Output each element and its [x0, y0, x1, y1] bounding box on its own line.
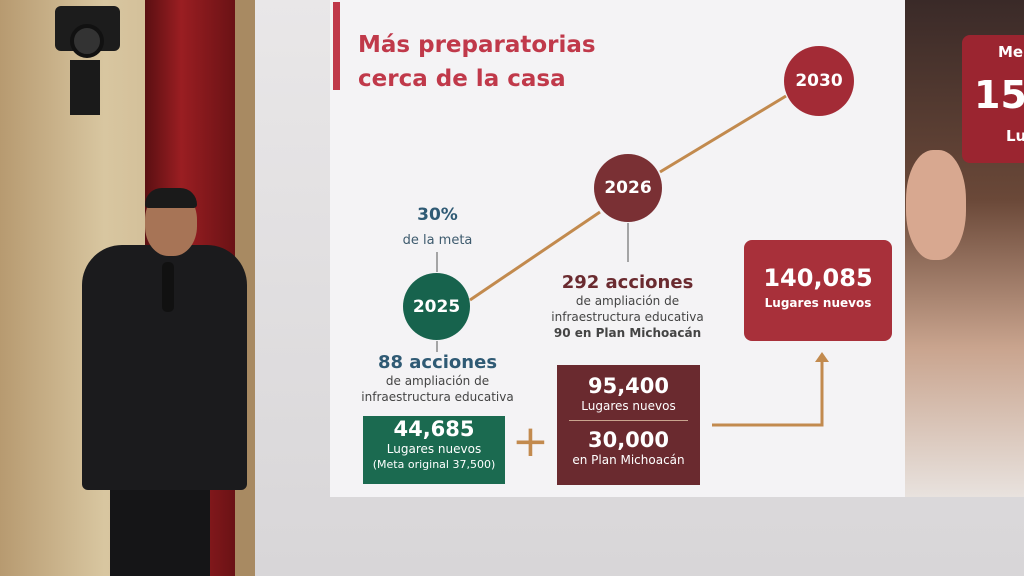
year-2026-circle: 2026 — [594, 154, 662, 222]
places-2026: 95,400 — [587, 374, 670, 398]
desc-line: infraestructura educativa — [551, 310, 704, 324]
goal-label: de la meta — [402, 233, 473, 248]
plus-sign: + — [512, 416, 549, 467]
desc-line: de ampliación de — [575, 294, 680, 308]
places-2025: 44,685 — [393, 417, 475, 441]
places-2025-box: 44,685 Lugares nuevos (Meta original 37,… — [363, 416, 505, 484]
side-panel-box: Me 15 Lu — [962, 35, 1024, 163]
plan-label: en Plan Michoacán — [572, 453, 685, 467]
camera-lens — [70, 24, 104, 58]
camera-mount — [70, 60, 100, 115]
plan-line: 90 en Plan Michoacán — [553, 326, 702, 340]
places-2030-box: 140,085 Lugares nuevos — [744, 240, 892, 341]
places-note: (Meta original 37,500) — [372, 458, 496, 471]
side-panel-label: Lu — [1006, 127, 1024, 145]
side-panel-text: Me — [998, 43, 1024, 61]
acciones-2025-count: 88 acciones — [377, 352, 498, 373]
places-2030: 140,085 — [763, 264, 873, 292]
year-2030-circle: 2030 — [784, 46, 854, 116]
speaker-legs — [110, 488, 210, 576]
title-line-2: cerca de la casa — [358, 66, 566, 92]
divider — [569, 420, 688, 421]
acciones-2025: 88 acciones de ampliación de infraestruc… — [350, 352, 525, 405]
places-label: Lugares nuevos — [764, 296, 872, 310]
desc-line: infraestructura educativa — [361, 390, 514, 404]
places-label: Lugares nuevos — [581, 399, 676, 413]
acciones-2026-count: 292 acciones — [561, 272, 694, 293]
goal-percent: 30% — [417, 205, 458, 225]
timeline-segment — [659, 94, 787, 174]
acciones-2026: 292 acciones de ampliación de infraestru… — [540, 272, 715, 341]
places-label: Lugares nuevos — [386, 442, 482, 456]
microphone — [162, 262, 174, 312]
year-2025-circle: 2025 — [403, 273, 470, 340]
timeline-segment — [469, 210, 601, 302]
desc-line: de ampliación de — [385, 374, 490, 388]
places-2026-box: 95,400 Lugares nuevos 30,000 en Plan Mic… — [557, 365, 700, 485]
arrow-head — [815, 352, 829, 362]
arrow-line — [712, 358, 824, 427]
speaker-hair — [145, 188, 197, 208]
slide-title: Más preparatorias cerca de la casa — [358, 28, 596, 96]
title-accent-bar — [333, 2, 340, 90]
side-panel-number: 15 — [974, 73, 1024, 117]
plan-places: 30,000 — [587, 428, 670, 452]
title-line-1: Más preparatorias — [358, 32, 596, 58]
student-face — [906, 150, 966, 260]
